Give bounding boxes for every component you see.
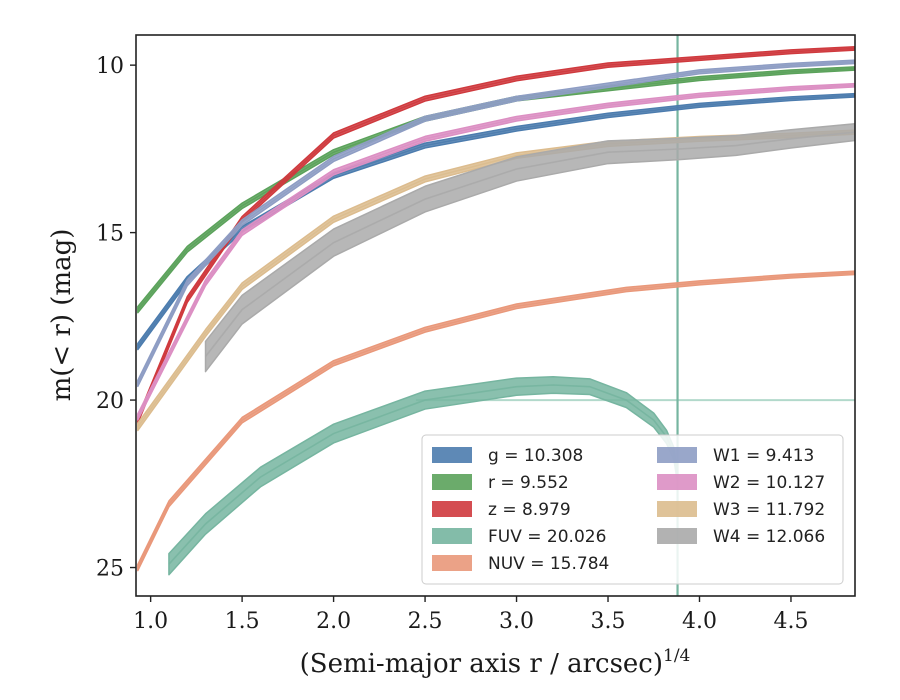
legend-label-w3: W3 = 11.792 (713, 500, 825, 520)
legend: g = 10.308 r = 9.552 z = 8.979 FUV = 20.026… (421, 434, 844, 585)
plot-area (137, 35, 855, 596)
series-w2-line (137, 84, 855, 418)
series-w4-band (204, 123, 855, 373)
x-tick-label: 2.5 (408, 609, 443, 634)
x-tick-label: 3.0 (499, 609, 534, 634)
y-tick-label: 10 (96, 54, 124, 79)
y-tick-label: 20 (96, 389, 124, 414)
x-axis-label-superscript: 1/4 (663, 646, 690, 666)
y-axis-label: m(< r) (mag) (47, 229, 77, 402)
legend-label-fuv: FUV = 20.026 (488, 527, 606, 547)
series-z-line (137, 47, 855, 421)
legend-swatch-w1 (657, 447, 697, 463)
x-tick-label: 4.0 (682, 609, 717, 634)
legend-label-z: z = 8.979 (488, 500, 571, 520)
series-w2-band (137, 82, 855, 421)
y-tick-label: 25 (96, 557, 124, 582)
x-tick-label: 3.5 (591, 609, 626, 634)
series-w3-band (137, 129, 855, 432)
x-axis-label: (Semi-major axis r / arcsec)1/4 (300, 646, 691, 679)
series-z (137, 45, 855, 424)
legend-swatch-nuv (432, 555, 472, 571)
series-z-band (137, 45, 855, 424)
plot-frame (135, 34, 856, 597)
legend-label-w4: W4 = 12.066 (713, 527, 825, 547)
x-tick-label: 4.5 (773, 609, 808, 634)
legend-frame (421, 434, 844, 585)
legend-label-r: r = 9.552 (488, 473, 569, 493)
y-axis: 10 15 20 25 (96, 54, 136, 582)
x-tick-label: 1.0 (133, 609, 168, 634)
legend-swatch-w3 (657, 501, 697, 517)
series-nuv-line (137, 271, 855, 568)
series-nuv-band (137, 270, 855, 572)
legend-label-w1: W1 = 9.413 (713, 446, 814, 466)
series-w4 (204, 123, 855, 373)
x-tick-label: 1.5 (225, 609, 260, 634)
series-w1 (137, 59, 855, 388)
x-tick-label: 2.0 (316, 609, 351, 634)
series-w2 (137, 82, 855, 421)
legend-swatch-w4 (657, 528, 697, 544)
legend-label-w2: W2 = 10.127 (713, 473, 825, 493)
series-w4-line (204, 131, 855, 358)
y-tick-label: 15 (96, 222, 124, 247)
legend-swatch-w2 (657, 474, 697, 490)
legend-swatch-z (432, 501, 472, 517)
series-w1-line (137, 60, 855, 384)
legend-swatch-r (432, 474, 472, 490)
series-w1-band (137, 59, 855, 388)
legend-label-g: g = 10.308 (488, 446, 583, 466)
x-axis: 1.0 1.5 2.0 2.5 3.0 3.5 4.0 4.5 (133, 596, 808, 634)
legend-swatch-fuv (432, 528, 472, 544)
series-nuv (137, 270, 855, 572)
legend-swatch-g (432, 447, 472, 463)
legend-label-nuv: NUV = 15.784 (488, 554, 609, 574)
